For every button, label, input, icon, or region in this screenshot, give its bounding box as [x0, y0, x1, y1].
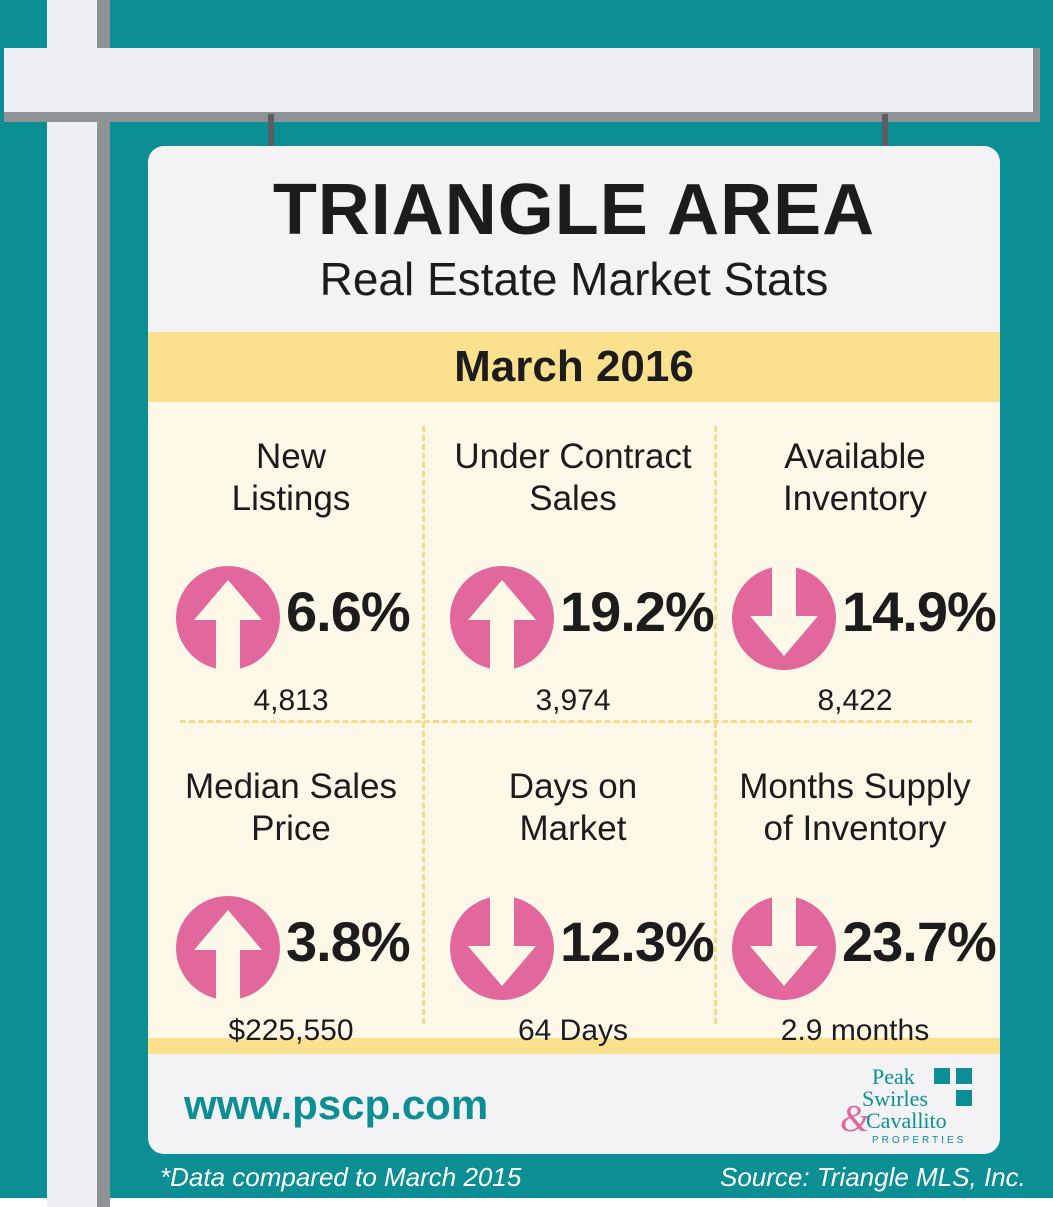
stat-change: 19.2% — [560, 580, 715, 643]
logo-square-icon — [956, 1090, 972, 1106]
arrow-up-circle-icon — [176, 566, 280, 670]
stat-label: New — [255, 437, 327, 476]
stat-value: 4,813 — [253, 684, 329, 717]
sign-post — [47, 0, 97, 1207]
row-divider — [180, 720, 972, 723]
logo-text: Swirles — [862, 1086, 928, 1111]
stat-change: 6.6% — [286, 580, 411, 643]
stat-change: 12.3% — [560, 910, 715, 973]
arrow-down-circle-icon — [732, 896, 836, 1000]
sign-beam-end — [1033, 48, 1040, 122]
month-banner — [148, 332, 1000, 402]
footnote-source: Source: Triangle MLS, Inc. — [720, 1162, 1026, 1192]
footnote-comparison: *Data compared to March 2015 — [160, 1162, 522, 1192]
stat-label: Months Supply — [739, 767, 971, 806]
stat-card-under-contract: Under Contract Sales 19.2% 3,974 — [432, 436, 715, 736]
company-logo: Peak Swirles & Cavallito PROPERTIES — [810, 1064, 980, 1148]
arrow-up-circle-icon — [176, 896, 280, 1000]
stat-change: 3.8% — [286, 910, 411, 973]
logo-text: Peak — [872, 1064, 915, 1089]
stat-value: 3,974 — [535, 684, 611, 717]
stat-card-median-sales-price: Median Sales Price 3.8% $225,550 — [150, 766, 432, 1066]
stat-label: Market — [519, 809, 627, 848]
stat-value: 64 Days — [517, 1014, 629, 1047]
sign-board: TRIANGLE AREA Real Estate Market Stats M… — [148, 146, 1000, 1154]
logo-square-icon — [934, 1068, 950, 1084]
stat-change: 23.7% — [842, 910, 997, 973]
logo-square-icon — [956, 1068, 972, 1084]
stat-label: Sales — [529, 479, 617, 518]
page-title: TRIANGLE AREA — [272, 170, 876, 250]
stat-card-new-listings: New Listings 6.6% 4,813 — [150, 436, 432, 736]
month-label: March 2016 — [454, 342, 694, 391]
stat-value: $225,550 — [228, 1014, 354, 1047]
column-divider — [714, 426, 717, 1024]
stat-card-months-supply: Months Supply of Inventory 23.7% 2.9 mont… — [714, 766, 997, 1066]
arrow-down-circle-icon — [732, 566, 836, 670]
stat-label: of Inventory — [763, 809, 947, 848]
bottom-banner — [148, 1038, 1000, 1054]
stat-label: Available — [784, 437, 926, 476]
arrow-up-circle-icon — [450, 566, 554, 670]
logo-ampersand: & — [840, 1098, 870, 1140]
stat-label: Median Sales — [184, 767, 398, 806]
stat-card-days-on-market: Days on Market 12.3% 64 Days — [432, 766, 715, 1066]
stat-value: 8,422 — [817, 684, 893, 717]
stat-label: Listings — [231, 479, 351, 518]
website-link[interactable]: www.pscp.com — [184, 1081, 489, 1128]
stat-label: Inventory — [783, 479, 927, 518]
stat-card-available-inventory: Available Inventory 14.9% 8,422 — [714, 436, 997, 736]
sign-beam — [4, 48, 1033, 112]
stat-change: 14.9% — [842, 580, 997, 643]
sign-beam-shadow — [4, 112, 1040, 122]
arrow-down-circle-icon — [450, 896, 554, 1000]
sign-post-shadow — [97, 0, 110, 1207]
logo-text: Cavallito — [866, 1108, 947, 1133]
stat-label: Days on — [508, 767, 638, 806]
stat-label: Price — [251, 809, 331, 848]
column-divider — [422, 426, 425, 1024]
stat-label: Under Contract — [454, 437, 692, 476]
logo-text: PROPERTIES — [872, 1135, 967, 1146]
stat-value: 2.9 months — [780, 1014, 930, 1047]
page-subtitle: Real Estate Market Stats — [319, 253, 829, 305]
